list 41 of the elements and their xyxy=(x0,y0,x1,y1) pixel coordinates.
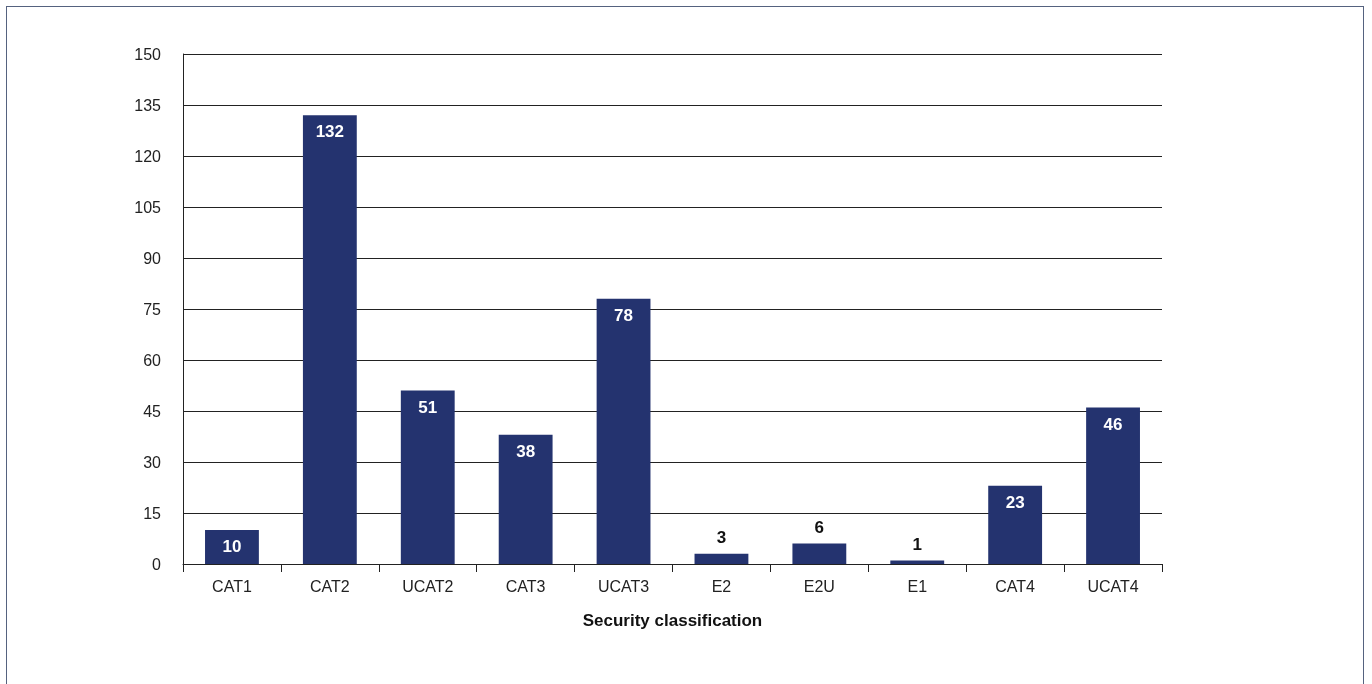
bar xyxy=(596,298,651,564)
bar xyxy=(792,543,847,564)
y-tick-label: 135 xyxy=(134,96,162,114)
y-tick-label: 150 xyxy=(134,45,162,63)
x-tick-label: CAT1 xyxy=(212,577,252,595)
y-tick-label: 90 xyxy=(143,249,162,267)
x-axis-title: Security classification xyxy=(582,611,763,630)
data-label: 6 xyxy=(814,517,825,537)
data-label: 51 xyxy=(418,397,438,417)
data-label: 78 xyxy=(614,305,634,325)
x-tick-label: UCAT3 xyxy=(597,577,650,595)
bar xyxy=(694,553,749,564)
y-tick-label: 0 xyxy=(152,555,162,573)
bar xyxy=(205,530,259,564)
bar xyxy=(988,485,1043,564)
y-tick-label: 45 xyxy=(143,402,162,420)
x-tick-label: CAT2 xyxy=(309,577,350,595)
bar xyxy=(302,115,357,564)
data-label: 132 xyxy=(315,122,345,142)
bar xyxy=(1086,407,1140,564)
data-label: 10 xyxy=(222,537,242,556)
y-tick-label: 30 xyxy=(143,453,162,471)
y-tick-label: 15 xyxy=(143,504,162,522)
data-label: 3 xyxy=(716,527,727,547)
y-tick-label: 120 xyxy=(134,147,162,165)
y-tick-label: 60 xyxy=(143,351,162,369)
bar xyxy=(400,390,455,564)
x-tick-label: E2 xyxy=(711,577,732,595)
y-tick-label: 105 xyxy=(134,198,162,216)
data-label: 1 xyxy=(912,534,922,554)
x-tick-label: E1 xyxy=(907,577,928,595)
x-tick-label: CAT3 xyxy=(505,577,546,595)
data-label: 46 xyxy=(1103,414,1123,434)
y-tick-label: 75 xyxy=(143,300,162,318)
data-label: 38 xyxy=(516,441,536,461)
bar xyxy=(498,434,553,564)
x-tick-label: UCAT4 xyxy=(1087,577,1139,595)
x-tick-label: CAT4 xyxy=(995,577,1036,595)
data-label: 23 xyxy=(1005,492,1025,512)
x-tick-label: E2U xyxy=(803,577,835,595)
x-tick-label: UCAT2 xyxy=(402,577,454,595)
